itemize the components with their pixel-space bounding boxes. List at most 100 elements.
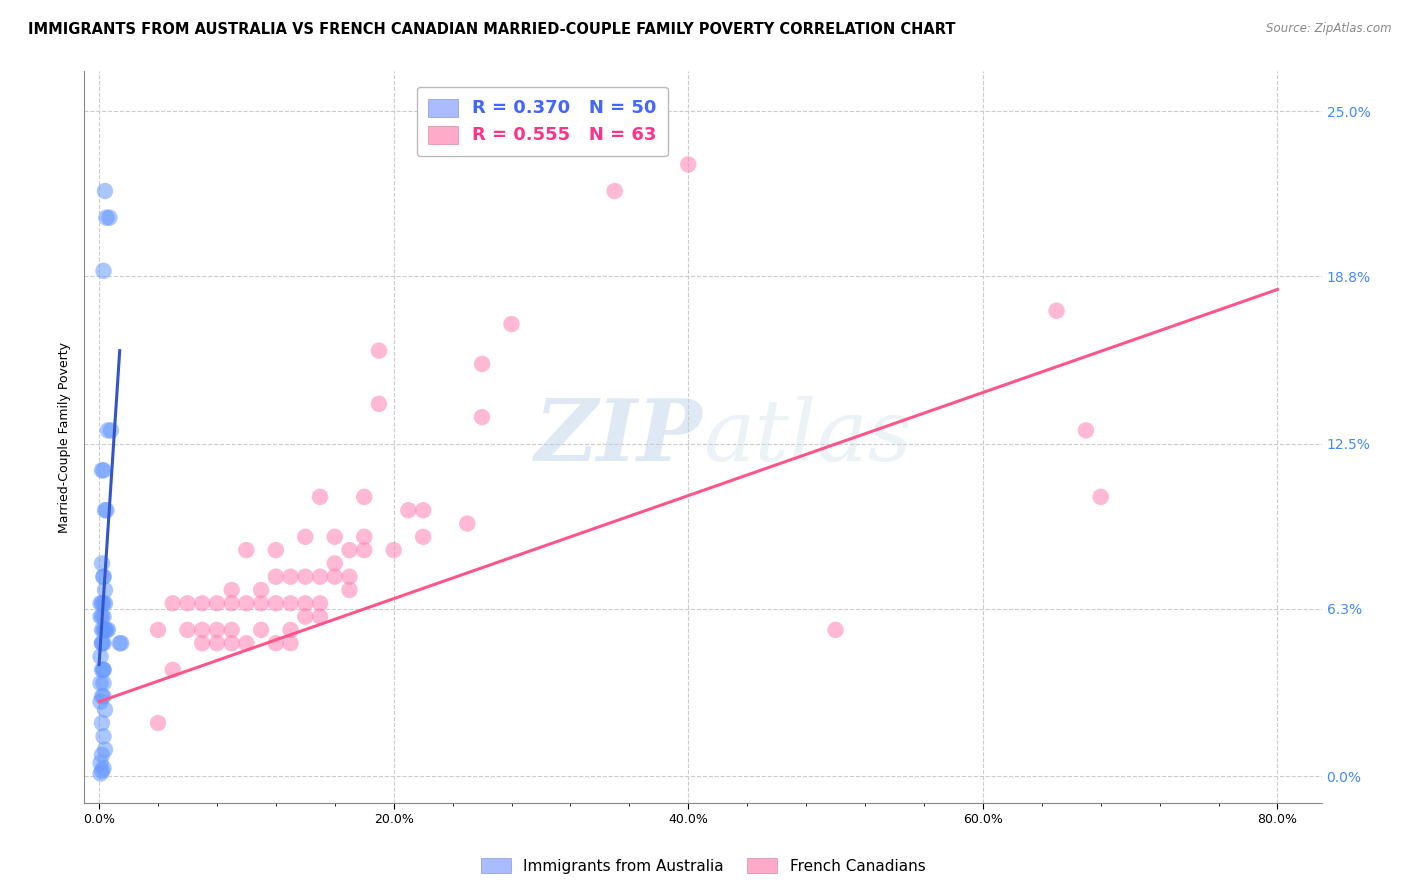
Point [294, 596, 316, 610]
Point [91, 557, 114, 571]
Point [339, 582, 361, 597]
Point [94, 582, 117, 597]
Point [264, 570, 287, 584]
Point [90, 695, 112, 709]
Point [205, 596, 228, 610]
Point [100, 424, 122, 438]
Point [97, 424, 120, 438]
Point [93, 636, 115, 650]
Point [90, 756, 112, 770]
Point [205, 623, 228, 637]
Point [382, 543, 405, 558]
Point [94, 623, 117, 637]
Point [294, 609, 316, 624]
Point [353, 543, 375, 558]
Point [91, 747, 114, 762]
Text: atlas: atlas [703, 396, 912, 478]
Point [280, 623, 302, 637]
Point [96, 503, 118, 517]
Point [162, 663, 184, 677]
Point [191, 596, 214, 610]
Point [91, 596, 114, 610]
Point [235, 543, 257, 558]
Point [396, 503, 419, 517]
Legend: R = 0.370   N = 50, R = 0.555   N = 63: R = 0.370 N = 50, R = 0.555 N = 63 [416, 87, 668, 156]
Point [309, 596, 332, 610]
Point [412, 503, 434, 517]
Point [94, 623, 117, 637]
Point [93, 609, 115, 624]
Point [191, 623, 214, 637]
Text: Source: ZipAtlas.com: Source: ZipAtlas.com [1267, 22, 1392, 36]
Point [221, 636, 243, 650]
Point [91, 690, 114, 704]
Point [280, 570, 302, 584]
Point [368, 343, 391, 358]
Point [93, 663, 115, 677]
Point [108, 636, 131, 650]
Point [339, 543, 361, 558]
Point [93, 570, 115, 584]
Point [456, 516, 478, 531]
Point [603, 184, 626, 198]
Point [339, 570, 361, 584]
Point [323, 570, 346, 584]
Point [90, 676, 112, 690]
Point [353, 530, 375, 544]
Point [250, 623, 273, 637]
Text: IMMIGRANTS FROM AUSTRALIA VS FRENCH CANADIAN MARRIED-COUPLE FAMILY POVERTY CORRE: IMMIGRANTS FROM AUSTRALIA VS FRENCH CANA… [28, 22, 956, 37]
Point [353, 490, 375, 504]
Point [323, 557, 346, 571]
Point [91, 636, 114, 650]
Point [412, 530, 434, 544]
Point [94, 703, 117, 717]
Point [235, 596, 257, 610]
Point [146, 623, 169, 637]
Point [221, 596, 243, 610]
Point [221, 623, 243, 637]
Point [93, 729, 115, 743]
Point [110, 636, 132, 650]
Point [824, 623, 846, 637]
Point [91, 716, 114, 731]
Point [678, 157, 700, 171]
Point [94, 742, 117, 756]
Point [309, 570, 332, 584]
Point [91, 609, 114, 624]
Point [264, 636, 287, 650]
Point [205, 636, 228, 650]
Point [93, 596, 115, 610]
Point [1090, 490, 1112, 504]
Point [96, 211, 118, 225]
Point [280, 636, 302, 650]
Point [162, 596, 184, 610]
Point [90, 649, 112, 664]
Point [501, 317, 523, 331]
Point [93, 264, 115, 278]
Point [91, 764, 114, 778]
Point [294, 530, 316, 544]
Point [93, 761, 115, 775]
Point [309, 609, 332, 624]
Point [93, 676, 115, 690]
Point [176, 596, 198, 610]
Point [471, 410, 494, 425]
Point [191, 636, 214, 650]
Point [91, 636, 114, 650]
Point [91, 623, 114, 637]
Point [94, 184, 117, 198]
Point [235, 636, 257, 650]
Legend: Immigrants from Australia, French Canadians: Immigrants from Australia, French Canadi… [474, 852, 932, 880]
Text: ZIP: ZIP [536, 395, 703, 479]
Point [264, 543, 287, 558]
Point [176, 623, 198, 637]
Point [90, 609, 112, 624]
Point [98, 211, 121, 225]
Point [323, 530, 346, 544]
Y-axis label: Married-Couple Family Poverty: Married-Couple Family Poverty [58, 342, 72, 533]
Point [264, 596, 287, 610]
Point [368, 397, 391, 411]
Point [97, 623, 120, 637]
Point [93, 570, 115, 584]
Point [1045, 303, 1067, 318]
